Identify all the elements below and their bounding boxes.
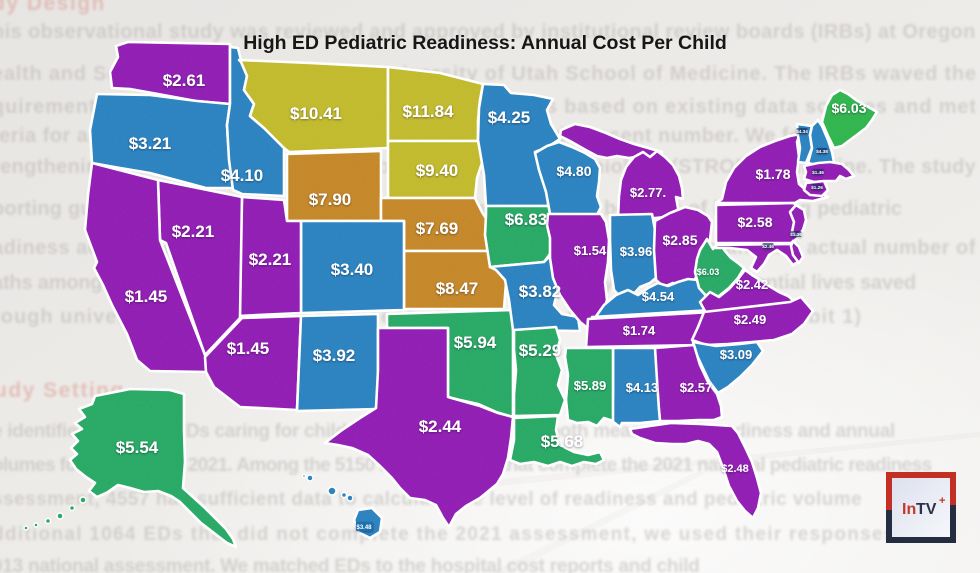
svg-text:$2.48: $2.48 xyxy=(721,463,749,475)
svg-text:$5.29: $5.29 xyxy=(519,341,562,360)
svg-text:TV: TV xyxy=(916,501,937,518)
svg-text:$4.80: $4.80 xyxy=(556,163,591,179)
svg-text:$3.82: $3.82 xyxy=(519,282,562,301)
svg-text:$4.34: $4.34 xyxy=(796,129,808,134)
svg-text:$3.09: $3.09 xyxy=(720,347,753,362)
svg-text:$2.77.: $2.77. xyxy=(630,185,666,200)
svg-text:$1.54: $1.54 xyxy=(574,243,607,258)
svg-text:$2.21: $2.21 xyxy=(249,250,292,269)
svg-text:$3.40: $3.40 xyxy=(331,260,374,279)
svg-text:+: + xyxy=(939,495,945,507)
svg-text:$1.74: $1.74 xyxy=(623,323,656,338)
svg-text:$2.85: $2.85 xyxy=(662,232,697,248)
svg-text:$1.36: $1.36 xyxy=(790,232,802,237)
svg-text:$5.68: $5.68 xyxy=(541,432,584,451)
svg-text:his observational study was re: his observational study was reviewed and… xyxy=(0,21,976,43)
svg-text:$6.03: $6.03 xyxy=(831,100,866,116)
svg-text:$9.40: $9.40 xyxy=(416,161,459,180)
svg-text:$1.45: $1.45 xyxy=(227,339,270,358)
svg-text:$2.57: $2.57 xyxy=(680,380,713,395)
svg-text:$6.03: $6.03 xyxy=(697,267,720,277)
svg-text:$1.26: $1.26 xyxy=(811,185,823,190)
svg-text:dy Design: dy Design xyxy=(0,0,106,15)
svg-text:$1.46: $1.46 xyxy=(812,170,824,175)
svg-text:013 national assessment. We ma: 013 national assessment. We matched EDs … xyxy=(0,556,700,573)
svg-text:$8.47: $8.47 xyxy=(436,279,479,298)
svg-text:$1.78: $1.78 xyxy=(755,166,790,182)
svg-text:$5.54: $5.54 xyxy=(116,438,159,457)
svg-text:$5.94: $5.94 xyxy=(454,333,497,352)
svg-text:$2.42: $2.42 xyxy=(736,277,769,292)
svg-text:$7.90: $7.90 xyxy=(309,190,352,209)
svg-text:$4.10: $4.10 xyxy=(221,166,264,185)
svg-text:$11.84: $11.84 xyxy=(402,102,454,121)
svg-text:$3.48: $3.48 xyxy=(356,525,372,531)
svg-text:$4.38: $4.38 xyxy=(816,149,828,154)
svg-text:$10.41: $10.41 xyxy=(290,104,342,123)
svg-text:$2.21: $2.21 xyxy=(172,222,215,241)
svg-text:High ED Pediatric Readiness: A: High ED Pediatric Readiness: Annual Cost… xyxy=(243,32,727,54)
svg-text:$2.46: $2.46 xyxy=(762,244,774,249)
svg-text:$4.25: $4.25 xyxy=(488,108,531,127)
svg-text:$4.13: $4.13 xyxy=(626,380,659,395)
svg-text:$1.45: $1.45 xyxy=(125,287,168,306)
svg-text:In: In xyxy=(902,501,916,518)
svg-text:$2.49: $2.49 xyxy=(734,312,767,327)
svg-text:$2.61: $2.61 xyxy=(163,71,206,90)
svg-text:$3.96: $3.96 xyxy=(620,244,653,259)
svg-text:$3.21: $3.21 xyxy=(129,134,172,153)
svg-text:$2.44: $2.44 xyxy=(419,417,462,436)
svg-text:$2.58: $2.58 xyxy=(737,214,772,230)
svg-text:$5.89: $5.89 xyxy=(574,378,607,393)
svg-text:$6.83: $6.83 xyxy=(505,210,548,229)
svg-text:$4.54: $4.54 xyxy=(642,289,675,304)
svg-text:$3.92: $3.92 xyxy=(313,346,356,365)
svg-text:$7.69: $7.69 xyxy=(416,219,459,238)
